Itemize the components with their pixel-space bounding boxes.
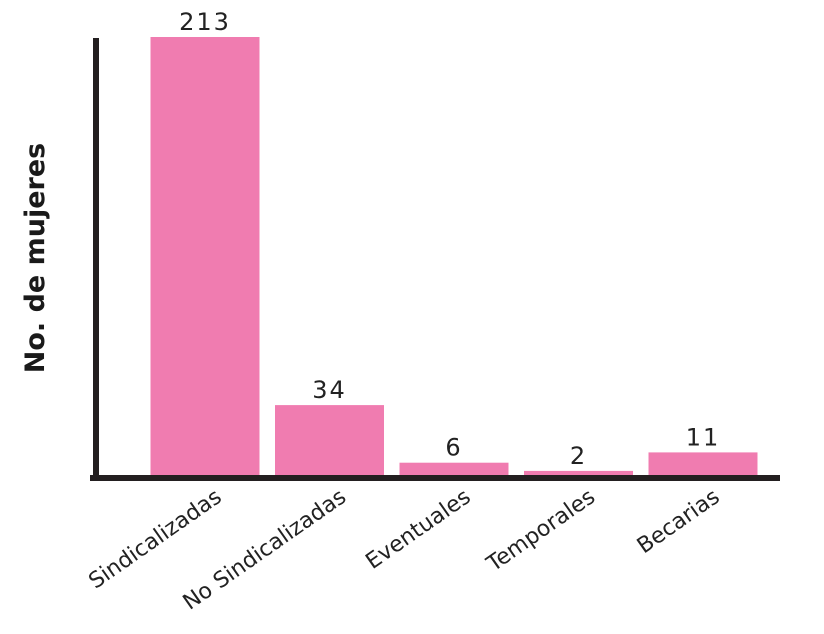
bar-1 bbox=[275, 405, 384, 475]
value-label-2: 6 bbox=[445, 434, 462, 462]
bars bbox=[150, 37, 758, 475]
value-label-0: 213 bbox=[179, 8, 231, 36]
bar-0 bbox=[150, 37, 260, 475]
x-tick-label-4: Becarias bbox=[633, 484, 725, 559]
bar-4 bbox=[648, 452, 758, 475]
value-labels: 213 34 6 2 11 bbox=[179, 8, 721, 470]
value-label-4: 11 bbox=[686, 423, 721, 451]
value-label-1: 34 bbox=[312, 376, 347, 404]
value-label-3: 2 bbox=[570, 442, 587, 470]
bar-2 bbox=[399, 462, 509, 475]
x-tick-label-3: Temporales bbox=[482, 484, 600, 577]
bar-3 bbox=[524, 470, 633, 475]
y-axis-title: No. de mujeres bbox=[20, 143, 51, 373]
x-tick-label-2: Eventuales bbox=[362, 484, 476, 574]
